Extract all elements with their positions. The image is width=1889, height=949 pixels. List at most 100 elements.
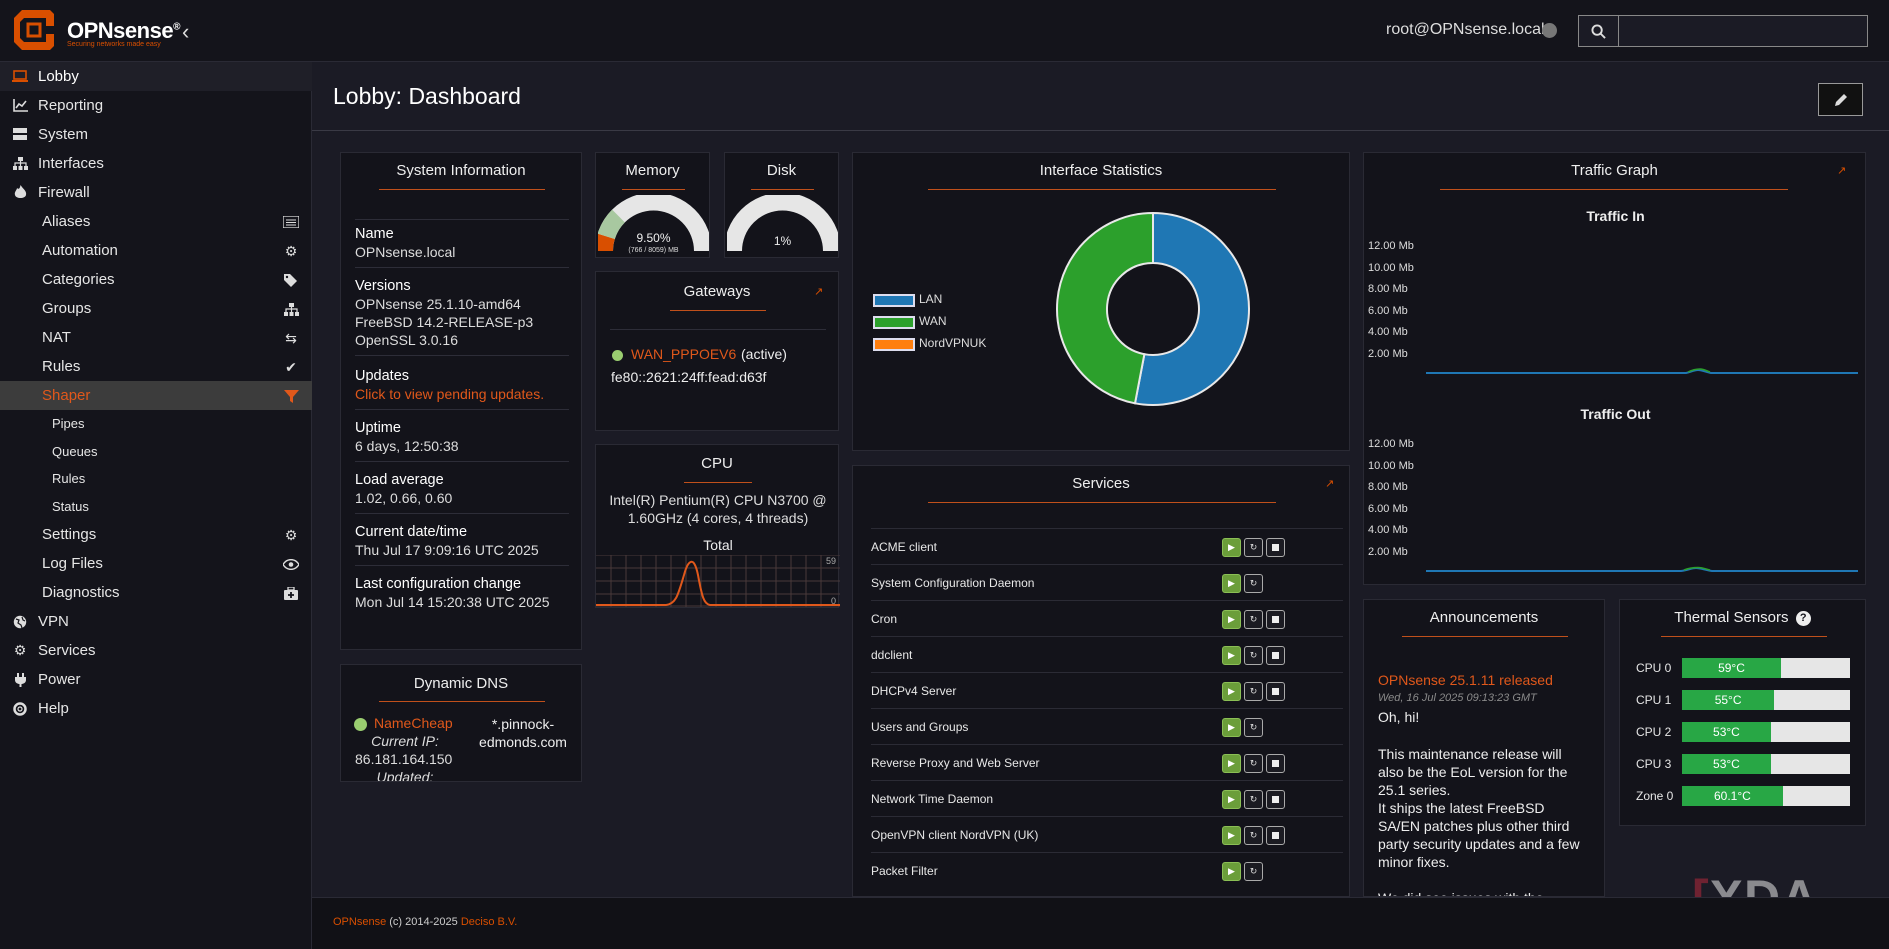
service-controls: ▶ ↻ [1222,646,1285,665]
chart-icon [10,99,30,112]
sidebar-item-shaper[interactable]: Shaper [0,381,312,410]
sidebar-item-help[interactable]: Help [0,694,312,723]
service-restart-button[interactable]: ↻ [1244,754,1263,773]
service-row: ACME client ▶ ↻ [871,528,1343,564]
opnsense-logo[interactable] [10,6,58,54]
service-restart-button[interactable]: ↻ [1244,862,1263,881]
service-stop-button[interactable] [1266,646,1285,665]
service-name: System Configuration Daemon [871,575,1035,590]
sidebar-item-log-files[interactable]: Log Files [0,549,312,578]
datetime-row: Current date/time Thu Jul 17 9:09:16 UTC… [355,523,569,559]
legend-label-lan[interactable]: LAN [919,292,943,306]
external-link-icon[interactable]: ↗ [814,286,824,298]
search-button[interactable] [1578,15,1619,47]
sidebar-item-shaper-rules[interactable]: Rules [52,471,86,486]
footer-copy-text: (c) 2014-2025 [386,916,461,928]
service-start-button[interactable]: ▶ [1222,646,1241,665]
interface-statistics-widget: Interface Statistics LAN WAN NordVPNUK [852,152,1350,451]
service-stop-button[interactable] [1266,826,1285,845]
donut-slice-wan[interactable] [1056,211,1154,405]
edit-dashboard-button[interactable] [1818,83,1863,116]
name-value: OPNsense.local [355,244,456,260]
sidebar-label: Reporting [38,97,104,114]
service-start-button[interactable]: ▶ [1222,754,1241,773]
dns-provider[interactable]: NameCheap [374,715,453,731]
service-start-button[interactable]: ▶ [1222,574,1241,593]
service-controls: ▶ ↻ [1222,538,1285,557]
sidebar-item-interfaces[interactable]: Interfaces [0,149,312,178]
sidebar-item-categories[interactable]: Categories [0,265,312,294]
legend-label-wan[interactable]: WAN [919,314,947,328]
service-stop-button[interactable] [1266,790,1285,809]
service-stop-button[interactable] [1266,754,1285,773]
dns-ip-label: Current IP: [371,733,439,749]
exchange-icon: ⇆ [285,329,297,346]
gateway-name[interactable]: WAN_PPPOEV6 [631,346,737,362]
dns-status-dot [354,718,367,731]
announcement-date: Wed, 16 Jul 2025 09:13:23 GMT [1378,692,1537,704]
pending-updates-link[interactable]: Click to view pending updates. [355,386,545,402]
service-start-button[interactable]: ▶ [1222,790,1241,809]
sidebar-item-firewall[interactable]: Firewall [0,178,312,207]
sidebar-label: Power [38,671,81,688]
service-restart-button[interactable]: ↻ [1244,646,1263,665]
service-restart-button[interactable]: ↻ [1244,790,1263,809]
sidebar-item-status[interactable]: Status [52,499,89,514]
collapse-sidebar-icon[interactable]: ‹ [182,19,190,44]
help-icon[interactable]: ? [1795,611,1811,626]
announcement-headline[interactable]: OPNsense 25.1.11 released [1378,672,1553,688]
config-value: Mon Jul 14 15:20:38 UTC 2025 [355,594,550,610]
gears-icon: ⚙ [284,526,298,543]
service-restart-button[interactable]: ↻ [1244,574,1263,593]
sidebar-item-aliases[interactable]: Aliases [0,207,312,236]
service-restart-button[interactable]: ↻ [1244,610,1263,629]
sidebar-item-vpn[interactable]: VPN [0,607,312,636]
announcement-paragraph: This maintenance release will also be th… [1378,746,1568,798]
disk-percent: 1% [774,234,792,248]
brand-tagline: Securing networks made easy [67,41,161,48]
user-label[interactable]: root@OPNsense.local [1386,21,1545,38]
memory-widget: Memory 9.50% (766 / 8059) MB [595,152,710,258]
sidebar-item-system[interactable]: System [0,120,312,149]
thermal-row: Zone 0 60.1°C [1632,784,1850,808]
search-input[interactable] [1618,15,1868,47]
service-stop-button[interactable] [1266,538,1285,557]
service-restart-button[interactable]: ↻ [1244,826,1263,845]
sidebar-item-lobby[interactable]: Lobby [0,62,312,91]
thermal-bar-fill: 60.1°C [1682,786,1783,806]
service-start-button[interactable]: ▶ [1222,826,1241,845]
service-start-button[interactable]: ▶ [1222,538,1241,557]
service-start-button[interactable]: ▶ [1222,610,1241,629]
status-indicator[interactable] [1542,23,1557,38]
disk-gauge: 1% [727,195,838,252]
service-stop-button[interactable] [1266,610,1285,629]
service-stop-button[interactable] [1266,682,1285,701]
sidebar-item-diagnostics[interactable]: Diagnostics [0,578,312,607]
sidebar-item-automation[interactable]: Automation ⚙ [0,236,312,265]
sidebar-item-reporting[interactable]: Reporting [0,91,312,120]
service-start-button[interactable]: ▶ [1222,718,1241,737]
service-row: DHCPv4 Server ▶ ↻ [871,672,1343,708]
external-link-icon[interactable]: ↗ [1325,478,1335,490]
service-restart-button[interactable]: ↻ [1244,538,1263,557]
sidebar-item-pipes[interactable]: Pipes [52,416,85,431]
sidebar-item-power[interactable]: Power [0,665,312,694]
service-start-button[interactable]: ▶ [1222,682,1241,701]
sidebar-item-queues[interactable]: Queues [52,444,98,459]
sidebar-item-rules[interactable]: Rules ✔ [0,352,312,381]
service-restart-button[interactable]: ↻ [1244,682,1263,701]
legend-label-nordvpnuk[interactable]: NordVPNUK [919,336,987,350]
donut-slice-lan[interactable] [1133,211,1250,406]
footer-vendor-link[interactable]: Deciso B.V. [460,916,518,928]
sidebar-item-nat[interactable]: NAT ⇆ [0,323,312,352]
service-start-button[interactable]: ▶ [1222,862,1241,881]
traffic-graph-widget: Traffic Graph ↗ Traffic In Traffic Out 1… [1363,152,1866,585]
row-divider [355,513,569,514]
sidebar-item-services[interactable]: ⚙ Services [0,636,312,665]
sidebar-item-groups[interactable]: Groups [0,294,312,323]
versions-label: Versions [355,278,411,294]
sidebar-item-settings[interactable]: Settings ⚙ [0,520,312,549]
external-link-icon[interactable]: ↗ [1837,165,1847,177]
service-restart-button[interactable]: ↻ [1244,718,1263,737]
footer-product-link[interactable]: OPNsense [333,916,387,928]
